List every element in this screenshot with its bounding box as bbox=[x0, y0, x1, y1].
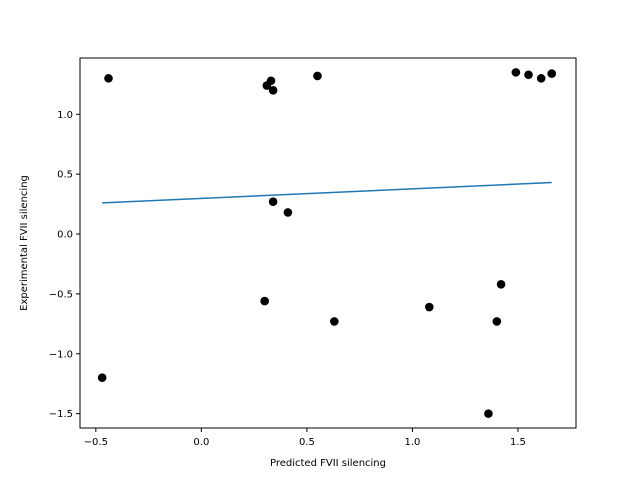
x-axis: −0.5 0.0 0.5 1.0 1.5 bbox=[84, 428, 526, 448]
x-tick-label: 1.5 bbox=[510, 437, 526, 448]
y-tick-label: 0.0 bbox=[57, 230, 73, 241]
data-point bbox=[492, 317, 502, 326]
data-point bbox=[524, 70, 533, 80]
y-axis: −1.5 −1.0 −0.5 0.0 0.5 1.0 bbox=[49, 110, 80, 420]
data-point bbox=[330, 317, 339, 326]
data-point bbox=[547, 69, 557, 78]
x-tick-label: 1.0 bbox=[404, 437, 420, 448]
data-point bbox=[268, 86, 278, 95]
data-point bbox=[266, 76, 276, 86]
x-tick-label: 0.5 bbox=[299, 437, 315, 448]
data-point bbox=[313, 71, 322, 81]
data-point bbox=[268, 197, 278, 206]
x-tick-label: −0.5 bbox=[84, 437, 108, 448]
data-point bbox=[484, 409, 493, 418]
x-tick-label: 0.0 bbox=[193, 437, 209, 448]
plot-frame bbox=[79, 57, 577, 429]
data-point bbox=[97, 373, 107, 383]
y-tick-label: −0.5 bbox=[49, 289, 73, 300]
plot-area bbox=[97, 68, 557, 418]
data-point bbox=[511, 68, 521, 77]
fit-line bbox=[102, 181, 552, 204]
data-point bbox=[425, 302, 434, 312]
y-tick-label: −1.0 bbox=[49, 349, 73, 360]
data-point bbox=[104, 74, 113, 83]
y-axis-label: Experimental FVII silencing bbox=[19, 175, 30, 311]
data-point bbox=[260, 296, 269, 306]
data-point bbox=[536, 74, 546, 83]
y-tick-label: 1.0 bbox=[57, 110, 73, 121]
y-tick-label: −1.5 bbox=[49, 409, 73, 420]
data-point bbox=[496, 280, 506, 289]
y-tick-label: 0.5 bbox=[57, 170, 73, 181]
x-axis-label: Predicted FVII silencing bbox=[270, 458, 386, 469]
data-point bbox=[283, 208, 293, 217]
